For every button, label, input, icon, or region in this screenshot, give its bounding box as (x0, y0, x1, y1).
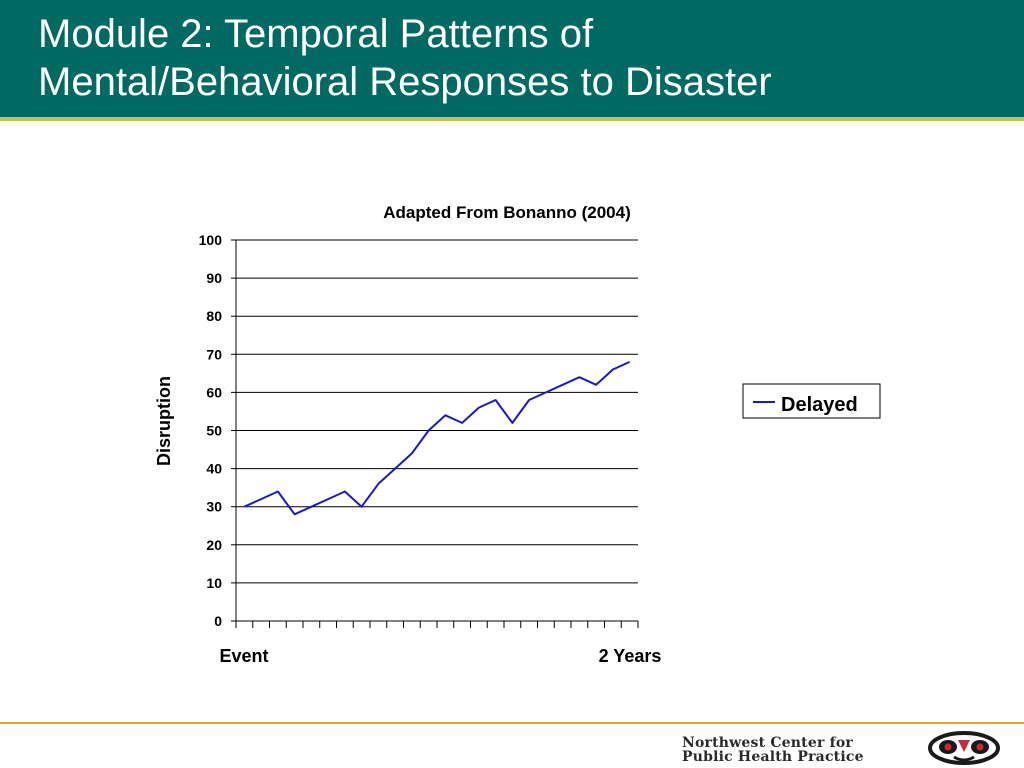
slide-title: Module 2: Temporal Patterns of Mental/Be… (38, 10, 998, 106)
header-divider (0, 117, 1024, 121)
chart-title: Adapted From Bonanno (2004) (383, 203, 630, 222)
logo-line-1: Northwest Center for (682, 735, 853, 751)
y-axis-label: Disruption (154, 376, 174, 466)
y-tick-label-10: 10 (206, 575, 222, 591)
organization-logo-text: Northwest Center for Public Health Pract… (682, 736, 918, 764)
y-tick-label-0: 0 (214, 613, 222, 629)
y-tick-label-50: 50 (206, 423, 222, 439)
slide-title-line-1: Module 2: Temporal Patterns of (38, 12, 594, 56)
chart-series (243, 360, 631, 516)
y-tick-label-30: 30 (206, 499, 222, 515)
y-tick-label-90: 90 (206, 270, 222, 286)
x-axis-end-label: 2 Years (599, 646, 662, 666)
y-tick-label-80: 80 (206, 308, 222, 324)
x-axis-ticks (235, 621, 639, 628)
organization-logo-icon (928, 731, 1000, 765)
chart-legend: Delayed (742, 383, 881, 419)
y-tick-label-40: 40 (206, 461, 222, 477)
y-axis-ticks: 0 10 20 30 40 50 60 70 80 90 100 (199, 232, 236, 629)
slide-title-line-2: Mental/Behavioral Responses to Disaster (38, 60, 772, 104)
y-tick-label-70: 70 (206, 346, 222, 362)
slide-header (0, 0, 1024, 117)
chart-gridlines (236, 239, 638, 584)
y-tick-label-20: 20 (206, 537, 222, 553)
y-tick-label-60: 60 (206, 384, 222, 400)
x-axis-start-label: Event (219, 646, 268, 666)
footer-divider (0, 722, 1024, 724)
legend-label-delayed: Delayed (781, 394, 858, 416)
y-tick-label-100: 100 (199, 232, 223, 248)
series-line-delayed (243, 360, 631, 516)
logo-line-2: Public Health Practice (682, 749, 864, 765)
